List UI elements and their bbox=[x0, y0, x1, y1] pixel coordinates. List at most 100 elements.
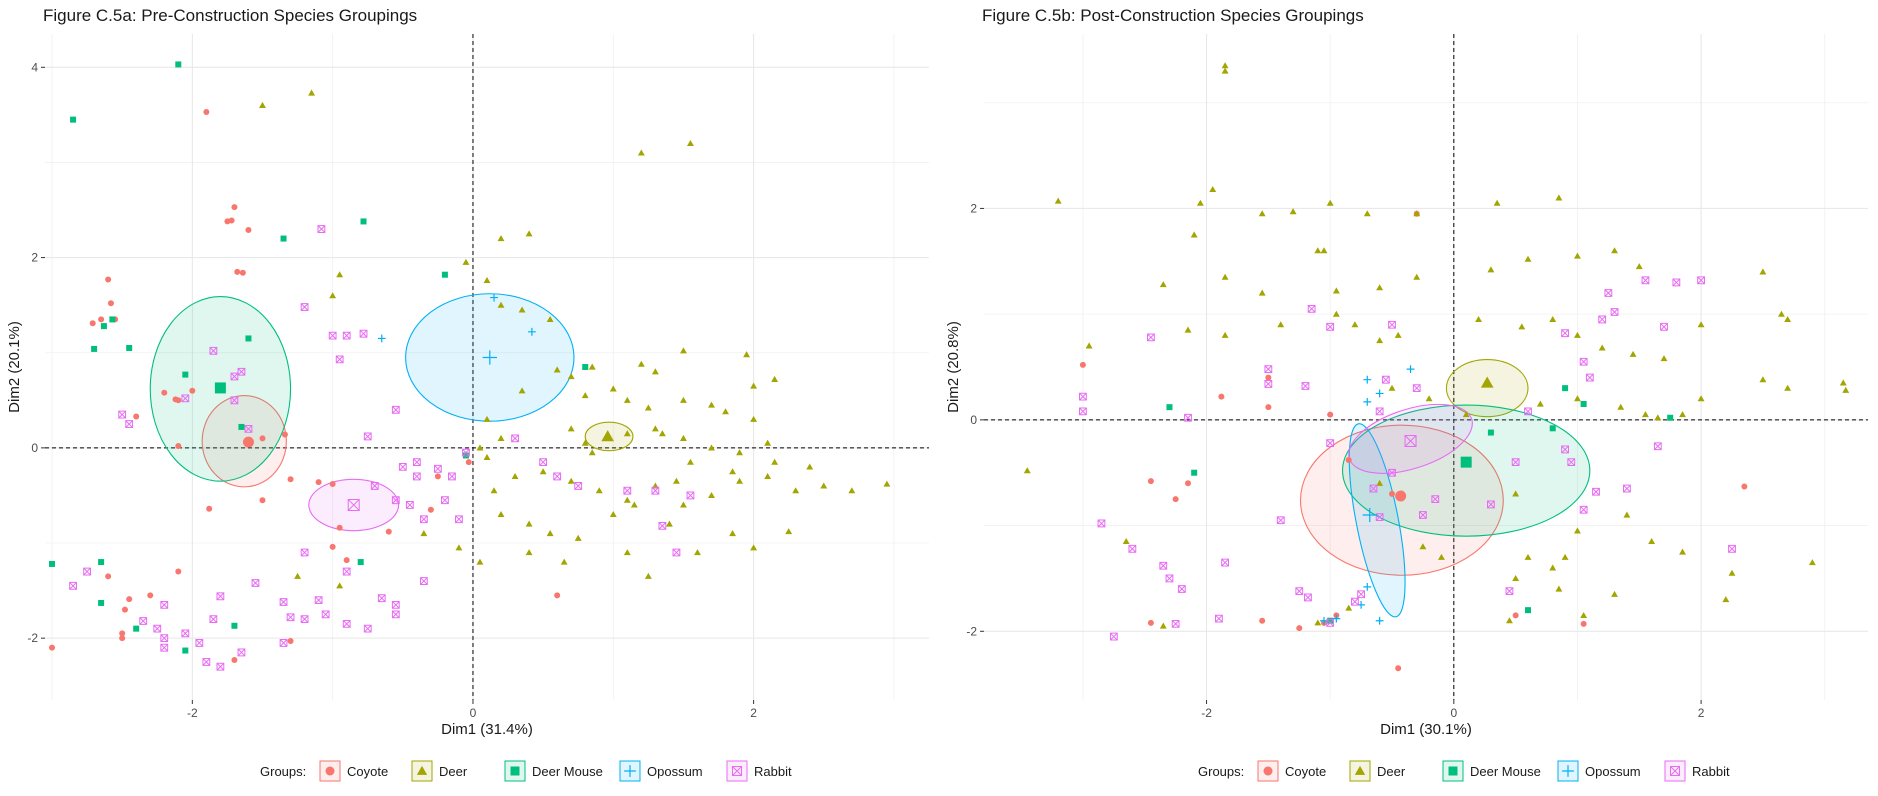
point-coyote bbox=[287, 638, 294, 645]
centroid-rabbit bbox=[1404, 435, 1417, 447]
point-deer bbox=[581, 439, 589, 446]
point-deer bbox=[679, 434, 687, 441]
point-deer bbox=[1679, 411, 1686, 418]
point-deer bbox=[476, 444, 484, 451]
point-deer bbox=[497, 434, 505, 441]
point-deer bbox=[1561, 553, 1569, 560]
point-deer bbox=[588, 363, 596, 370]
point-deer bbox=[820, 482, 828, 489]
point-deer bbox=[687, 458, 694, 465]
point-deer-mouse bbox=[357, 559, 364, 566]
point-rabbit bbox=[1660, 322, 1668, 331]
centroid-coyote bbox=[242, 436, 254, 448]
point-rabbit bbox=[1301, 382, 1310, 390]
point-deer bbox=[511, 472, 519, 480]
point-rabbit bbox=[419, 577, 428, 585]
point-rabbit bbox=[441, 496, 449, 505]
point-deer bbox=[771, 375, 779, 382]
centroid-deer-mouse bbox=[214, 382, 226, 394]
series-deer-mouse bbox=[49, 61, 589, 654]
legend-label-coyote: Coyote bbox=[347, 764, 388, 779]
point-deer bbox=[736, 477, 744, 484]
point-opossum bbox=[1375, 389, 1384, 398]
point-deer bbox=[750, 382, 758, 389]
point-coyote bbox=[133, 413, 140, 420]
point-rabbit bbox=[574, 482, 583, 490]
point-opossum bbox=[1363, 582, 1372, 591]
point-coyote bbox=[189, 387, 196, 394]
point-coyote bbox=[107, 300, 114, 307]
point-deer-mouse bbox=[280, 235, 287, 242]
legend-label-deer-mouse: Deer Mouse bbox=[532, 764, 603, 779]
point-deer bbox=[743, 351, 751, 358]
point-opossum bbox=[528, 327, 536, 336]
series-rabbit bbox=[1079, 276, 1736, 641]
point-rabbit bbox=[1326, 618, 1335, 627]
legend-label-rabbit: Rabbit bbox=[754, 764, 792, 779]
legend: Groups: Coyote Deer Deer Mouse Opossum Rabbit bbox=[260, 760, 792, 782]
legend-label-rabbit: Rabbit bbox=[1692, 764, 1730, 779]
point-deer bbox=[525, 549, 533, 556]
point-deer bbox=[1784, 384, 1792, 391]
point-coyote bbox=[206, 505, 213, 512]
point-rabbit bbox=[286, 613, 295, 622]
point-deer bbox=[1054, 197, 1062, 204]
point-rabbit bbox=[686, 491, 695, 500]
point-rabbit bbox=[419, 515, 428, 524]
point-deer bbox=[644, 572, 652, 579]
point-deer-mouse bbox=[360, 218, 367, 225]
point-rabbit bbox=[391, 405, 400, 414]
point-coyote bbox=[385, 528, 392, 535]
point-deer bbox=[672, 477, 680, 484]
y-tick-label: 0 bbox=[31, 441, 38, 455]
point-rabbit bbox=[1604, 289, 1613, 297]
point-rabbit bbox=[314, 596, 323, 604]
point-coyote bbox=[147, 592, 154, 599]
point-rabbit bbox=[623, 486, 632, 495]
point-coyote bbox=[1265, 404, 1272, 411]
point-deer bbox=[729, 468, 737, 475]
legend-label-coyote: Coyote bbox=[1285, 764, 1326, 779]
point-deer bbox=[1122, 537, 1130, 545]
point-rabbit bbox=[195, 639, 204, 647]
point-rabbit bbox=[370, 482, 379, 490]
point-deer bbox=[462, 258, 470, 265]
point-deer bbox=[1759, 268, 1767, 275]
point-deer bbox=[420, 530, 428, 537]
legend-title: Groups: bbox=[260, 764, 306, 779]
point-deer-mouse bbox=[1549, 425, 1556, 432]
y-axis-title: Dim2 (20.1%) bbox=[6, 321, 23, 413]
grid bbox=[984, 34, 1868, 700]
point-rabbit bbox=[1585, 373, 1594, 382]
point-deer bbox=[1842, 386, 1850, 393]
point-coyote bbox=[343, 557, 350, 564]
point-deer bbox=[490, 487, 498, 494]
point-rabbit bbox=[1561, 445, 1569, 454]
point-coyote bbox=[175, 397, 182, 404]
point-rabbit bbox=[398, 463, 407, 471]
point-rabbit bbox=[359, 329, 368, 338]
point-deer bbox=[567, 425, 575, 432]
point-deer bbox=[1549, 315, 1557, 323]
point-deer bbox=[1580, 611, 1588, 619]
legend: Groups: Coyote Deer Deer Mouse Opossum Rabbit bbox=[1198, 760, 1730, 782]
point-deer bbox=[764, 472, 772, 480]
legend-label-deer: Deer bbox=[1377, 764, 1406, 779]
point-deer bbox=[588, 449, 596, 456]
legend-marker-rabbit bbox=[1670, 766, 1680, 776]
chart-panel-a: Figure C.5a: Pre-Construction Species Gr… bbox=[6, 6, 929, 782]
point-deer bbox=[518, 387, 526, 394]
point-deer bbox=[581, 392, 589, 399]
point-deer-mouse bbox=[109, 316, 116, 323]
point-deer bbox=[574, 534, 582, 541]
point-deer bbox=[1413, 273, 1421, 280]
point-deer bbox=[785, 528, 793, 535]
legend-marker-deer bbox=[1354, 765, 1366, 775]
point-coyote bbox=[175, 442, 182, 449]
point-deer bbox=[497, 301, 505, 308]
point-rabbit bbox=[328, 331, 337, 340]
point-deer bbox=[1574, 331, 1581, 338]
point-rabbit bbox=[1412, 384, 1421, 393]
point-deer bbox=[1611, 247, 1618, 254]
point-coyote bbox=[126, 596, 133, 603]
